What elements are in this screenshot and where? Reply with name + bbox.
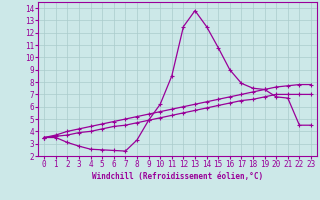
X-axis label: Windchill (Refroidissement éolien,°C): Windchill (Refroidissement éolien,°C) [92,172,263,181]
